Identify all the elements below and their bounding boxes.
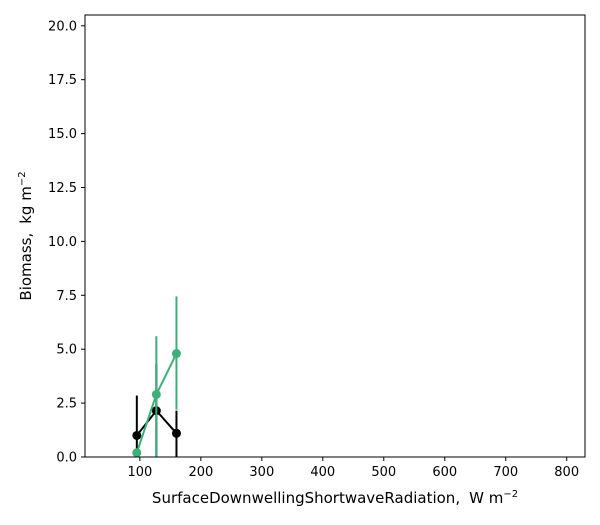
data-point [132,448,142,458]
y-axis-label: Biomass, kg m−2 [17,171,35,300]
plot-frame [84,14,586,458]
x-tick-label: 700 [493,465,518,480]
x-tick-label: 600 [432,465,457,480]
y-axis-label-exponent: −2 [17,171,28,186]
x-tick-label: 500 [371,465,396,480]
y-tick-label: 7.5 [56,289,77,304]
y-tick-label: 0.0 [56,451,77,466]
x-axis-label-unit: W m [469,489,503,507]
y-tick-label: 2.5 [56,397,77,412]
data-point [132,430,142,440]
series-green-series [132,296,181,458]
x-tick-label: 400 [310,465,335,480]
y-tick-label: 5.0 [56,343,77,358]
y-axis-label-text: Biomass, [17,233,35,301]
plot-area [132,296,181,458]
data-point [171,349,181,359]
x-tick-label: 800 [554,465,579,480]
x-tick-label: 300 [249,465,274,480]
x-axis-label: SurfaceDownwellingShortwaveRadiation, W m… [152,489,518,507]
y-tick-label: 20.0 [48,19,77,34]
y-tick-label: 15.0 [48,127,77,142]
x-axis-label-exponent: −2 [503,489,518,500]
y-axis: 0.0 2.5 5.0 7.5 10.0 12.5 15.0 17.5 20.0 [48,19,85,466]
x-tick-label: 100 [127,465,152,480]
x-axis: 100 200 300 400 500 600 700 800 [127,457,579,480]
y-tick-label: 17.5 [48,73,77,88]
x-tick-label: 200 [188,465,213,480]
y-axis-label-unit: kg m [17,186,35,224]
y-tick-label: 12.5 [48,181,77,196]
y-tick-label: 10.0 [48,235,77,250]
data-point [171,428,181,438]
x-axis-label-text: SurfaceDownwellingShortwaveRadiation, [152,489,460,507]
data-point [151,389,161,399]
